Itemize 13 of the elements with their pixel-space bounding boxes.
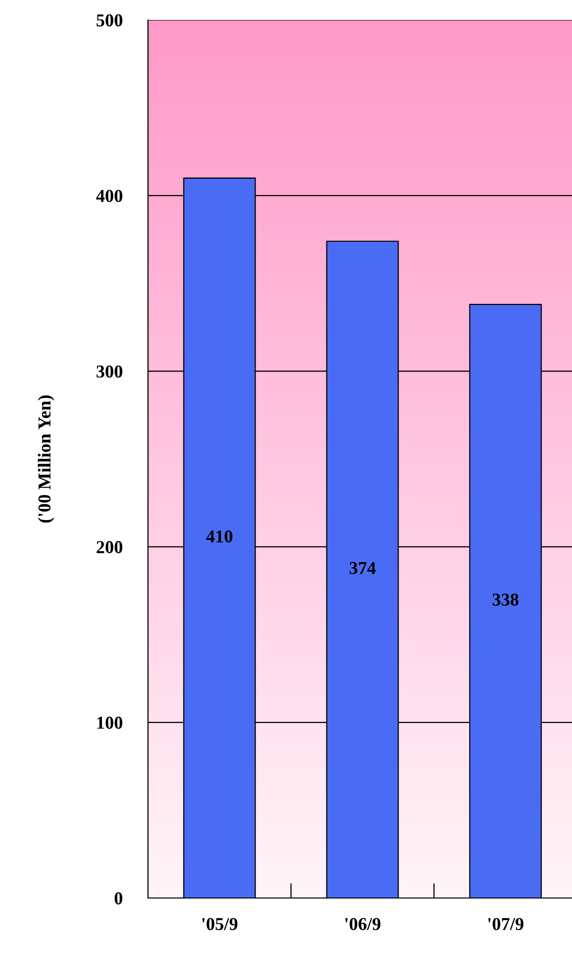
y-tick-label: 200	[96, 541, 122, 554]
y-tick-label: 400	[96, 190, 122, 202]
y-tick-label: 0	[114, 892, 122, 904]
data-label: 374	[350, 562, 376, 574]
x-tick-label: '07/9	[488, 918, 524, 930]
x-tick-label: '05/9	[202, 918, 238, 930]
data-label: 338	[492, 594, 518, 606]
x-tick-label: '06/9	[345, 918, 380, 930]
y-tick-label: 100	[97, 716, 122, 729]
y-tick-label: 300	[96, 365, 122, 378]
data-label: 410	[206, 530, 232, 543]
y-axis-title: ('00 Million Yen)	[38, 395, 54, 523]
y-tick-label: 500	[96, 14, 122, 26]
